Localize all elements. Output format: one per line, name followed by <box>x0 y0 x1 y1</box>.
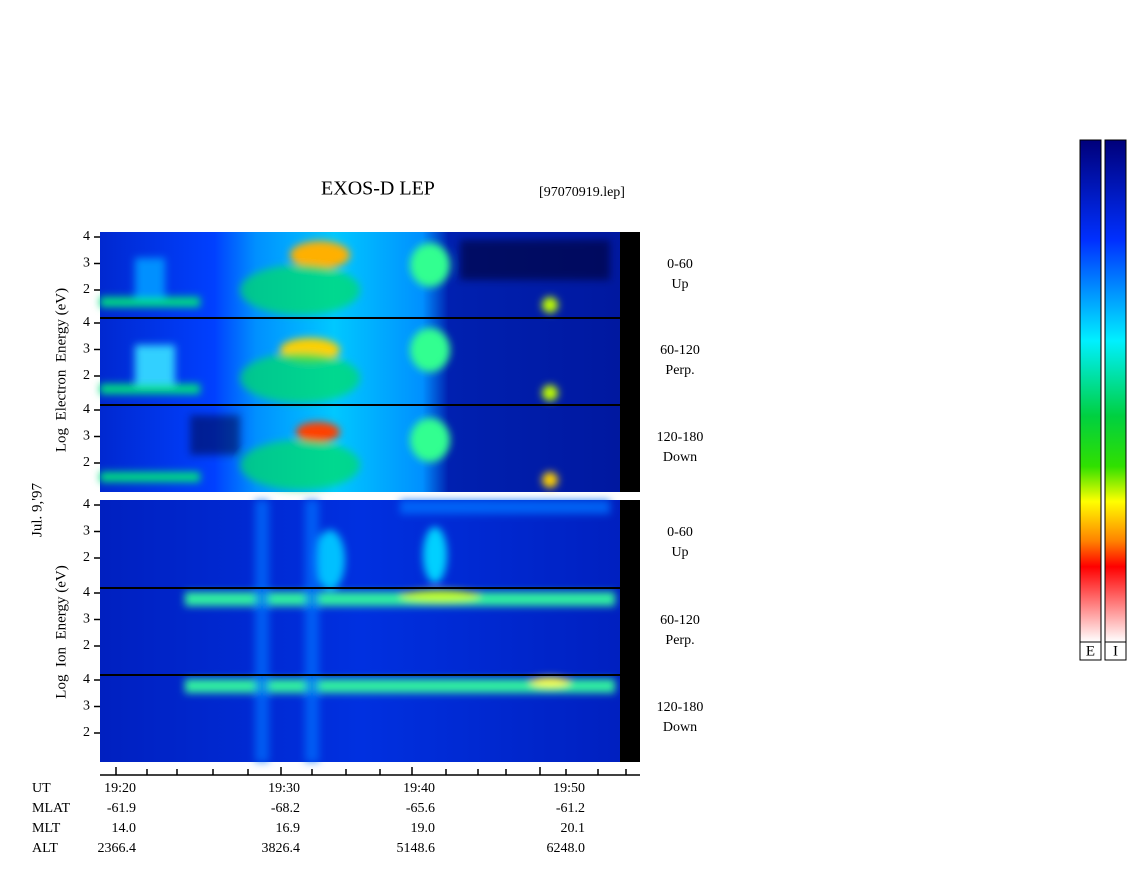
color-bar <box>1104 139 1127 643</box>
y-axis-label: Log Electron Energy (eV) <box>53 288 69 452</box>
panel-background <box>100 500 620 762</box>
y-tick-label: 3 <box>83 429 90 444</box>
panel-direction: Down <box>663 450 697 465</box>
panel-range: 60-120 <box>660 613 700 628</box>
color-bar-label: E <box>1086 643 1095 659</box>
y-tick-label: 4 <box>83 672 90 687</box>
ephemeris-value: 20.1 <box>561 821 586 836</box>
panel-direction: Up <box>671 545 688 560</box>
row-label: UT <box>32 781 51 796</box>
panel-range: 120-180 <box>657 700 704 715</box>
color-bar-label: I <box>1113 643 1118 659</box>
color-bars: E I <box>1079 139 1127 661</box>
ephemeris-value: 5148.6 <box>397 841 436 856</box>
y-tick-label: 4 <box>83 402 90 417</box>
time-label: 19:50 <box>553 781 585 796</box>
color-bar-box <box>1079 641 1102 661</box>
panel-direction: Perp. <box>665 363 694 378</box>
features <box>185 500 615 762</box>
y-tick-label: 2 <box>83 550 90 565</box>
panel-dividers <box>100 317 640 676</box>
ephemeris-value: 6248.0 <box>547 841 586 856</box>
ephemeris-value: -61.2 <box>556 801 585 816</box>
y-tick-label: 3 <box>83 342 90 357</box>
panel-direction: Perp. <box>665 633 694 648</box>
ephemeris-value: 3826.4 <box>262 841 301 856</box>
no-data-strip <box>620 500 640 762</box>
ion-spectrogram <box>100 500 620 762</box>
panel-range: 0-60 <box>667 257 693 272</box>
y-tick-label: 2 <box>83 725 90 740</box>
row-label: MLAT <box>32 801 71 816</box>
y-tick-label: 2 <box>83 368 90 383</box>
no-data-strip <box>620 232 640 492</box>
ephemeris-value: -65.6 <box>406 801 435 816</box>
panel-range: 60-120 <box>660 343 700 358</box>
y-tick-label: 3 <box>83 256 90 271</box>
y-tick-label: 4 <box>83 497 90 512</box>
y-tick-label: 4 <box>83 315 90 330</box>
panel-direction: Up <box>671 277 688 292</box>
electron-spectrogram <box>100 232 620 492</box>
color-bar <box>1079 139 1102 643</box>
y-axis-label: Log Ion Energy (eV) <box>53 565 69 698</box>
ephemeris-value: 16.9 <box>276 821 301 836</box>
panel-range: 0-60 <box>667 525 693 540</box>
y-tick-label: 2 <box>83 282 90 297</box>
color-bar-box <box>1104 641 1127 661</box>
ephemeris-value: -61.9 <box>107 801 136 816</box>
row-label: MLT <box>32 821 61 836</box>
y-tick-label: 3 <box>83 699 90 714</box>
row-label: ALT <box>32 841 58 856</box>
time-label: 19:40 <box>403 781 435 796</box>
title: EXOS-D LEP <box>321 178 435 200</box>
date: Jul. 9,'97 <box>29 483 45 537</box>
time-label: 19:20 <box>104 781 136 796</box>
file-name: [97070919.lep] <box>539 185 625 200</box>
ephemeris-value: -68.2 <box>271 801 300 816</box>
time-axis <box>100 767 640 776</box>
ephemeris-value: 19.0 <box>411 821 436 836</box>
panel-range: 120-180 <box>657 430 704 445</box>
y-tick-label: 4 <box>83 229 90 244</box>
y-tick-label: 3 <box>83 612 90 627</box>
features <box>100 240 610 490</box>
ephemeris-value: 2366.4 <box>98 841 137 856</box>
y-tick-label: 4 <box>83 585 90 600</box>
y-tick-label: 2 <box>83 455 90 470</box>
time-label: 19:30 <box>268 781 300 796</box>
panel-direction: Down <box>663 720 697 735</box>
y-tick-label: 2 <box>83 638 90 653</box>
y-tick-label: 3 <box>83 524 90 539</box>
ephemeris-value: 14.0 <box>112 821 137 836</box>
